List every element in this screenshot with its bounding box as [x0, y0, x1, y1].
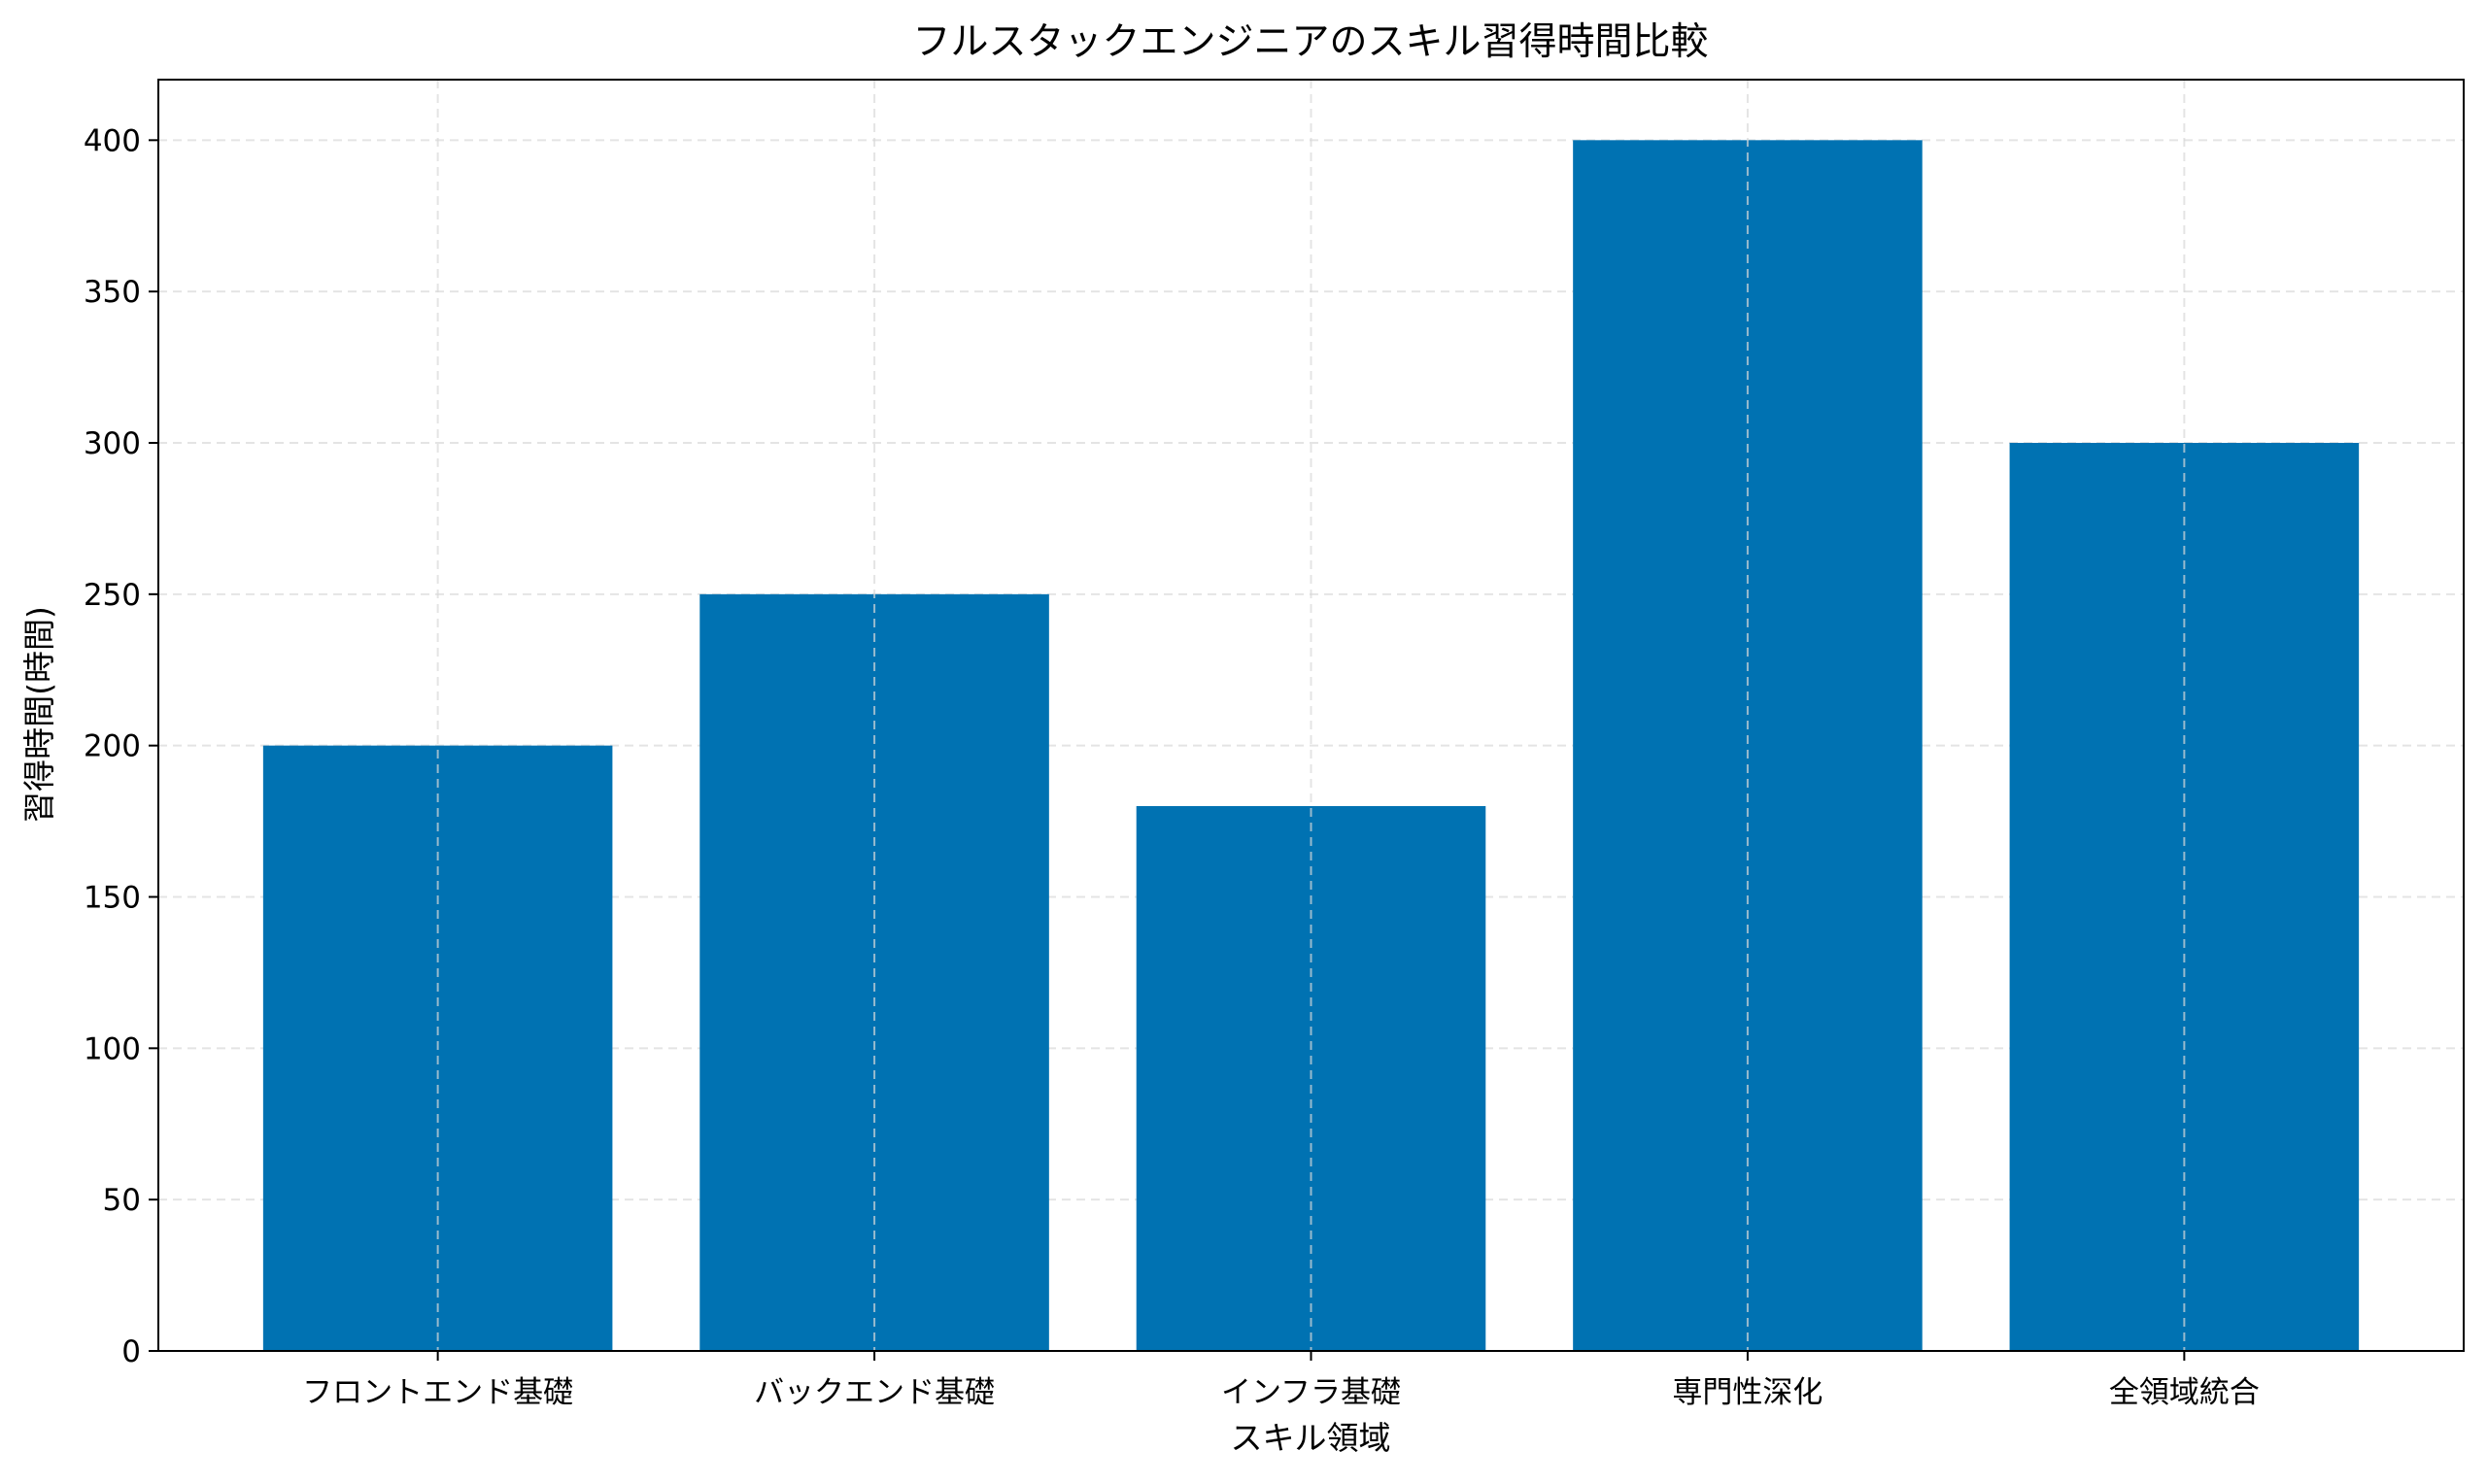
y-tick-label: 350 — [84, 275, 141, 310]
x-axis: フロントエンド基礎 バックエンド基礎 インフラ基礎 専門性深化 全領域統合 — [302, 1351, 2260, 1410]
x-axis-label: スキル領域 — [1231, 1419, 1391, 1457]
y-axis: 0 50 100 150 200 250 300 350 400 — [84, 123, 158, 1369]
y-tick-label: 50 — [103, 1183, 141, 1218]
bar — [1573, 140, 1923, 1351]
y-tick-label: 400 — [84, 123, 141, 158]
y-tick-label: 250 — [84, 578, 141, 613]
y-tick-label: 300 — [84, 426, 141, 461]
vertical-grid — [436, 80, 2186, 1351]
x-tick-label: インフラ基礎 — [1221, 1375, 1401, 1410]
x-tick-label: 全領域統合 — [2109, 1375, 2260, 1410]
y-tick-label: 200 — [84, 729, 141, 764]
x-tick-label: 専門性深化 — [1672, 1375, 1823, 1410]
x-tick-label: バックエンド基礎 — [754, 1375, 995, 1410]
x-tick-label: フロントエンド基礎 — [302, 1375, 573, 1410]
chart-title: フルスタックエンジニアのスキル習得時間比較 — [912, 20, 1708, 64]
y-axis-label: 習得時間(時間) — [20, 606, 58, 824]
y-tick-label: 100 — [84, 1031, 141, 1066]
y-tick-label: 150 — [84, 881, 141, 916]
y-tick-label: 0 — [121, 1334, 141, 1369]
